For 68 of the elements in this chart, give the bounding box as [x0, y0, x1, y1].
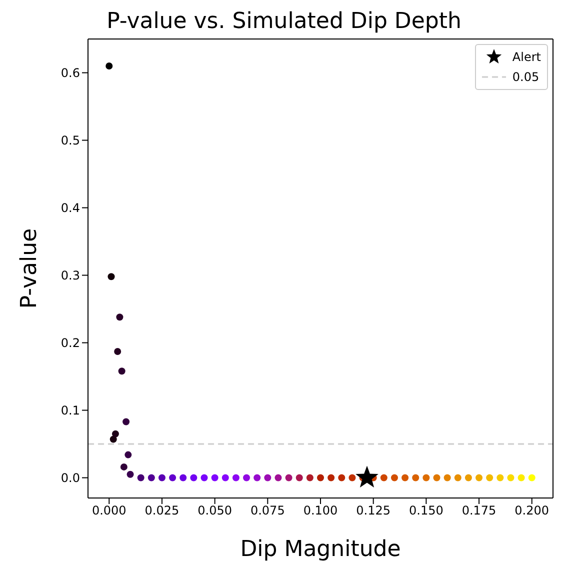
point	[124, 451, 132, 458]
x-tick-label: 0.175	[462, 504, 496, 518]
x-tick-label: 0.050	[198, 504, 232, 518]
x-tick-label: 0.125	[356, 504, 391, 518]
point	[222, 474, 229, 482]
point	[122, 418, 130, 426]
point	[158, 474, 166, 482]
point	[232, 474, 240, 482]
point	[110, 436, 117, 443]
point	[137, 474, 144, 482]
point	[148, 474, 155, 482]
point	[444, 474, 451, 482]
point	[464, 474, 472, 482]
legend-label: Alert	[512, 50, 541, 64]
x-tick-label: 0.025	[144, 504, 180, 518]
point	[243, 474, 250, 482]
point	[190, 474, 198, 482]
chart-title: P-value vs. Simulated Dip Depth	[106, 8, 462, 36]
point	[338, 474, 346, 482]
y-tick-label: 0.5	[60, 134, 80, 148]
y-tick-label: 0.4	[60, 201, 80, 216]
x-tick-label: 0.075	[250, 504, 285, 518]
x-axis-title: Dip Magnitude	[240, 537, 401, 562]
point	[169, 474, 176, 482]
legend-label: 0.05	[512, 70, 540, 84]
y-tick-label: 0.0	[60, 471, 80, 486]
y-tick-label: 0.3	[60, 268, 80, 283]
point	[412, 474, 420, 482]
x-tick-label: 0.200	[514, 504, 550, 518]
point	[390, 474, 398, 482]
point	[454, 474, 462, 482]
y-axis-title: P-value	[16, 228, 42, 309]
point	[180, 474, 187, 482]
point	[126, 470, 134, 478]
point	[116, 314, 124, 321]
point	[306, 474, 314, 482]
point	[433, 474, 440, 482]
point	[528, 474, 536, 482]
point	[296, 474, 303, 482]
point	[108, 273, 115, 280]
point	[518, 474, 525, 482]
point	[112, 430, 119, 438]
point	[348, 474, 356, 482]
y-tick-label: 0.2	[60, 336, 80, 350]
point	[422, 474, 430, 482]
y-tick-label: 0.6	[60, 66, 80, 80]
point	[356, 466, 378, 488]
x-tick-label: 0.100	[303, 504, 338, 518]
point	[328, 474, 335, 482]
x-tick-label: 0.000	[92, 504, 126, 518]
point	[507, 474, 514, 482]
x-tick-label: 0.150	[409, 504, 444, 518]
point	[274, 474, 282, 482]
point	[120, 463, 128, 470]
point	[285, 474, 292, 482]
point	[211, 474, 218, 482]
point	[317, 474, 324, 482]
point	[200, 474, 208, 482]
point	[254, 474, 261, 482]
point	[380, 474, 388, 482]
point	[402, 474, 409, 482]
y-tick-label: 0.1	[60, 404, 80, 418]
point	[264, 474, 272, 482]
point	[496, 474, 504, 482]
point	[476, 474, 483, 482]
point	[118, 368, 126, 375]
point	[486, 474, 494, 482]
point	[114, 348, 122, 356]
